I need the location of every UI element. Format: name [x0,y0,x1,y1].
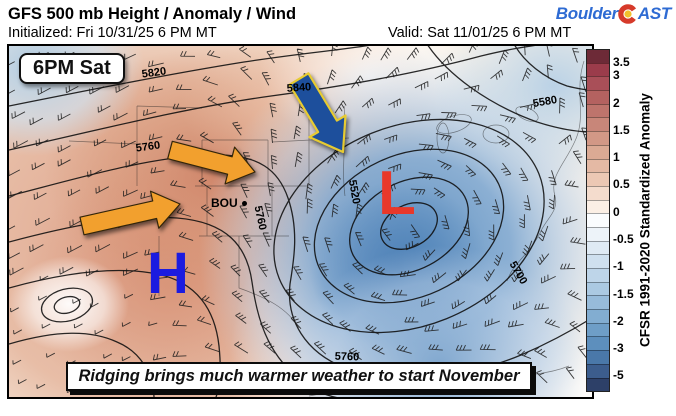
colorbar-segment [587,185,609,200]
valid-time: Valid: Sat 11/01/25 6 PM MT [388,25,572,41]
colorbar-axis-label: CFSR 1991-2020 Standardized Anomaly [637,93,653,348]
colorbar-segment [587,90,609,104]
colorbar-segment [587,322,609,337]
colorbar-segment [587,336,609,351]
contour-label: 5760 [334,350,360,364]
colorbar-tick-label: -1.5 [613,286,634,301]
colorbar-segment [587,213,609,227]
colorbar-segment [587,254,609,268]
colorbar-tick-label: -3 [613,341,624,356]
colorbar-tick-label: 0.5 [613,177,630,192]
colorbar-segment [587,240,609,255]
colorbar-segment [587,363,609,378]
logo-text-ast: AST [637,4,671,23]
map-graphic [9,46,592,397]
weather-map: 5820 5840 5580 5760 5760 5520 5700 5760 H L BOU… [7,44,594,399]
colorbar-tick-label: -2 [613,313,624,328]
colorbar-tick-label: 3.5 [613,54,630,69]
colorbar-segment [587,144,609,159]
colorbar-tick-label: -1 [613,259,624,274]
trough-arrow-icon [288,72,347,154]
colorbar-segment [587,117,609,132]
colorbar-tick-label: 2 [613,95,620,110]
colorbar-tick-label: 3 [613,68,620,83]
colorbar-segment [587,199,609,214]
colorbar-segment [587,268,609,282]
colorbar-segment [587,131,609,145]
anomaly-colorbar [586,49,610,392]
logo-text-boulder: Boulder [555,4,618,23]
colorbar-segment [587,103,609,118]
colorbar-tick-label: -0.5 [613,231,634,246]
bouldercast-logo: Boulder AST [556,3,671,25]
colorbar-segment [587,309,609,323]
colorado-c-icon [618,4,638,24]
colorbar-segment [587,76,609,91]
colorbar-tick-label: 0 [613,204,620,219]
contour-label: 5840 [286,81,312,95]
colorbar-tick-label: 1 [613,150,620,165]
colorbar-segment [587,158,609,173]
colorbar-segment [587,172,609,186]
colorbar-segment [587,50,609,63]
ridge-arrow-upper-icon [167,140,256,185]
ridge-arrow-lower-icon [79,190,181,236]
colorbar-segment [587,62,609,77]
chart-title: GFS 500 mb Height / Anomaly / Wind [8,5,297,23]
colorbar-segment [587,350,609,364]
colorbar-segment [587,226,609,241]
colorbar-tick-label: 1.5 [613,122,630,137]
initialized-time: Initialized: Fri 10/31/25 6 PM MT [8,25,217,41]
colorbar-segment [587,295,609,310]
annotation-arrows [79,72,347,236]
colorbar-segment [587,281,609,296]
colorbar-tick-label: -5 [613,368,624,383]
colorbar-segment [587,377,609,392]
